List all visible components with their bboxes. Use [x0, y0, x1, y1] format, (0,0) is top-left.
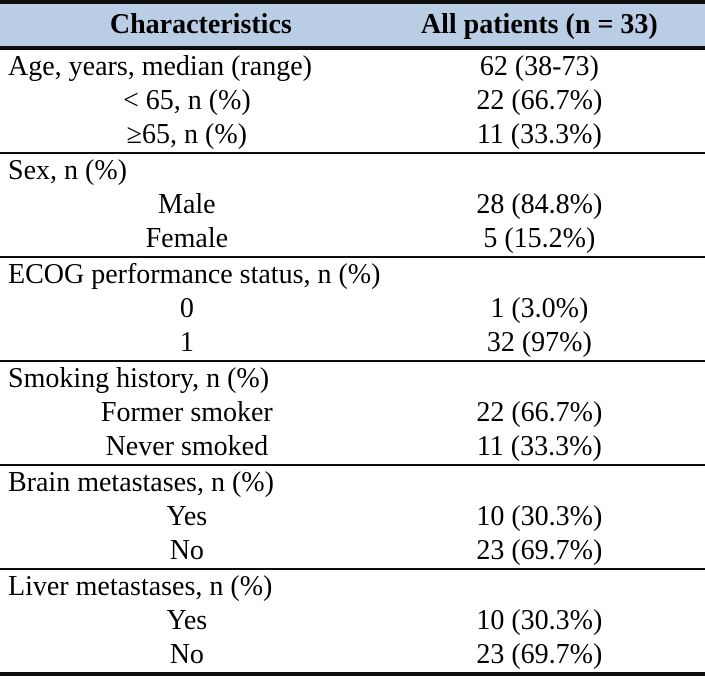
- table-row: Smoking history, n (%): [0, 362, 705, 396]
- row-sublabel: Yes: [166, 605, 208, 636]
- row-category-label: Sex, n (%): [8, 155, 127, 186]
- table-row: Never smoked 11 (33.3%): [0, 430, 705, 464]
- row-category-label: Brain metastases, n (%): [8, 467, 274, 498]
- table-row: Age, years, median (range) 62 (38-73): [0, 50, 705, 84]
- row-value: 1 (3.0%): [490, 293, 589, 324]
- row-category-label: Age, years, median (range): [8, 51, 312, 82]
- row-value: 11 (33.3%): [476, 119, 602, 150]
- row-value: 32 (97%): [486, 327, 592, 358]
- row-category-label: Smoking history, n (%): [8, 363, 270, 394]
- row-sublabel: Female: [145, 223, 229, 254]
- row-sublabel: 0: [179, 293, 194, 324]
- row-value: 28 (84.8%): [476, 189, 603, 220]
- row-sublabel: No: [169, 639, 204, 670]
- row-category-label: Liver metastases, n (%): [8, 571, 273, 602]
- table-row: ≥65, n (%) 11 (33.3%): [0, 118, 705, 152]
- row-value: 10 (30.3%): [476, 605, 603, 636]
- table-section: Brain metastases, n (%) Yes 10 (30.3%) No 23…: [0, 466, 705, 570]
- table-row: Liver metastases, n (%): [0, 570, 705, 604]
- row-sublabel: Male: [158, 189, 216, 220]
- table-row: No 23 (69.7%): [0, 534, 705, 568]
- table-header-row: Characteristics All patients (n = 33): [0, 4, 705, 50]
- row-sublabel: Never smoked: [105, 431, 269, 462]
- table-row: Yes 10 (30.3%): [0, 604, 705, 638]
- table-row: 0 1 (3.0%): [0, 292, 705, 326]
- header-all-patients: All patients (n = 33): [420, 9, 658, 40]
- row-value: 5 (15.2%): [483, 223, 596, 254]
- table-row: Brain metastases, n (%): [0, 466, 705, 500]
- table-row: No 23 (69.7%): [0, 638, 705, 672]
- table-section: Smoking history, n (%) Former smoker 22 (6…: [0, 362, 705, 466]
- table-section: ECOG performance status, n (%) 0 1 (3.0%) 1…: [0, 258, 705, 362]
- row-sublabel: Yes: [166, 501, 208, 532]
- row-value: 23 (69.7%): [476, 535, 603, 566]
- row-sublabel: 1: [179, 327, 194, 358]
- header-characteristics: Characteristics: [109, 9, 292, 40]
- row-value: 22 (66.7%): [476, 85, 603, 116]
- table-row: ECOG performance status, n (%): [0, 258, 705, 292]
- table-body: Age, years, median (range) 62 (38-73) < 65…: [0, 50, 705, 672]
- row-sublabel: Former smoker: [100, 397, 273, 428]
- row-value: 10 (30.3%): [476, 501, 603, 532]
- row-value: 22 (66.7%): [476, 397, 603, 428]
- table-row: Male 28 (84.8%): [0, 188, 705, 222]
- table-section: Liver metastases, n (%) Yes 10 (30.3%) No 23…: [0, 570, 705, 672]
- table-row: Female 5 (15.2%): [0, 222, 705, 256]
- table-section: Age, years, median (range) 62 (38-73) < 65…: [0, 50, 705, 154]
- table-row: Yes 10 (30.3%): [0, 500, 705, 534]
- row-category-label: ECOG performance status, n (%): [8, 259, 381, 290]
- row-sublabel: ≥65, n (%): [126, 119, 247, 150]
- table-row: Former smoker 22 (66.7%): [0, 396, 705, 430]
- table-row: Sex, n (%): [0, 154, 705, 188]
- table-section: Sex, n (%) Male 28 (84.8%) Female 5 (15.2%): [0, 154, 705, 258]
- row-sublabel: < 65, n (%): [122, 85, 251, 116]
- row-sublabel: No: [169, 535, 204, 566]
- row-value: 11 (33.3%): [476, 431, 602, 462]
- table-row: 1 32 (97%): [0, 326, 705, 360]
- row-value: 23 (69.7%): [476, 639, 603, 670]
- patient-characteristics-table: Characteristics All patients (n = 33) Ag…: [0, 0, 705, 676]
- row-value: 62 (38-73): [479, 51, 599, 82]
- table-row: < 65, n (%) 22 (66.7%): [0, 84, 705, 118]
